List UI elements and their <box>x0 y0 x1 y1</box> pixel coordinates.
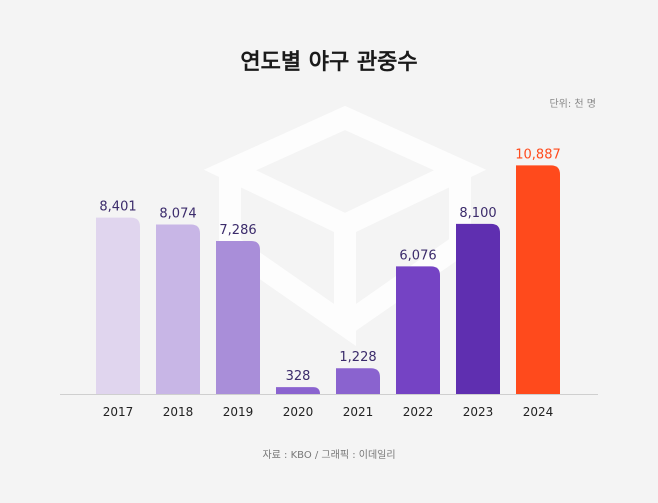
bar-2022 <box>396 266 440 394</box>
bar-2018 <box>156 224 200 394</box>
value-label-2023: 8,100 <box>459 206 496 221</box>
x-tick-label-2018: 2018 <box>163 405 194 419</box>
value-label-2018: 8,074 <box>159 206 196 221</box>
x-tick-label-2020: 2020 <box>283 405 314 419</box>
bar-2019 <box>216 240 260 394</box>
bar-2023 <box>456 223 500 394</box>
x-tick-label-2017: 2017 <box>103 405 134 419</box>
x-tick-label-2019: 2019 <box>223 405 254 419</box>
value-label-2024: 10,887 <box>515 147 561 162</box>
x-tick-label-2023: 2023 <box>463 405 494 419</box>
bar-2021 <box>336 368 380 394</box>
value-label-2020: 328 <box>286 369 311 384</box>
value-label-2022: 6,076 <box>399 248 436 263</box>
value-label-2021: 1,228 <box>339 350 376 365</box>
x-tick-label-2024: 2024 <box>523 405 554 419</box>
x-tick-label-2022: 2022 <box>403 405 434 419</box>
bar-2020 <box>276 387 320 394</box>
bar-2017 <box>96 217 140 394</box>
chart-title: 연도별 야구 관중수 <box>240 50 418 75</box>
value-label-2019: 7,286 <box>219 223 256 238</box>
source-note: 자료 : KBO / 그래픽 : 이데일리 <box>262 450 396 461</box>
value-label-2017: 8,401 <box>99 200 136 215</box>
x-tick-label-2021: 2021 <box>343 405 374 419</box>
bar-2024 <box>516 165 560 394</box>
unit-note: 단위: 천 명 <box>549 99 596 110</box>
